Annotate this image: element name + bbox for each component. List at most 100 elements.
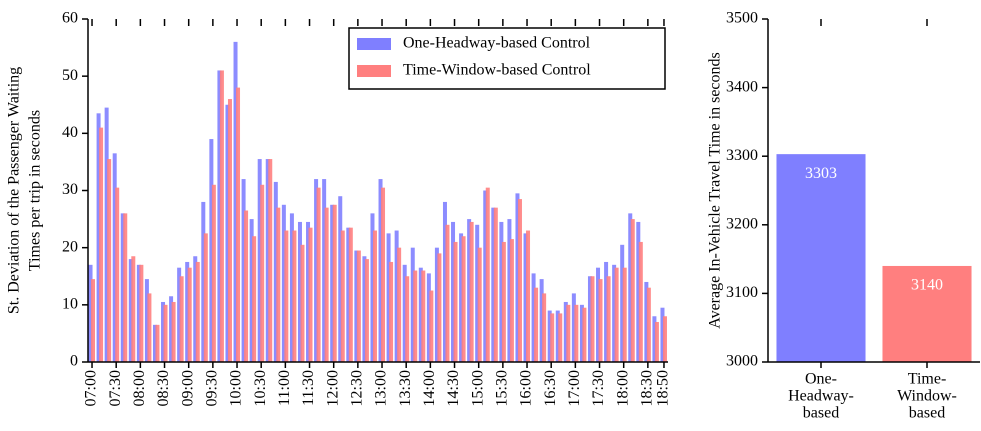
bar [104, 107, 109, 362]
bar [539, 279, 544, 362]
bar [776, 154, 866, 362]
bar [131, 256, 136, 362]
bar [453, 241, 458, 362]
bar [451, 221, 456, 362]
bar [555, 310, 560, 362]
bar [233, 41, 238, 362]
bar [316, 187, 321, 362]
bar [662, 316, 667, 362]
bar [426, 273, 431, 362]
bar [115, 187, 120, 362]
y-tick-label: 50 [62, 67, 78, 84]
y-tick-label: 3400 [726, 78, 758, 95]
bar [652, 316, 657, 362]
bar [485, 187, 490, 362]
x-tick-label: 13:00 [373, 370, 390, 406]
x-tick-label: 12:00 [324, 370, 341, 406]
bar [289, 213, 294, 362]
bar [418, 267, 423, 362]
bar [120, 213, 125, 362]
bar [112, 153, 117, 362]
bar [475, 224, 480, 362]
x-tick-label: 07:30 [107, 370, 124, 406]
x-tick-label: 10:30 [252, 370, 269, 406]
legend-swatch [357, 38, 391, 50]
bar [397, 247, 402, 362]
bar [171, 301, 176, 362]
bar [88, 264, 93, 362]
x-tick-label: 17:00 [566, 370, 583, 406]
bar [185, 261, 190, 362]
bar [499, 221, 504, 362]
x-tick-label: 16:00 [518, 370, 535, 406]
x-tick-label: 11:30 [300, 370, 317, 406]
bar [99, 127, 104, 362]
bar [515, 193, 520, 362]
bar [330, 204, 335, 362]
bar [300, 244, 305, 362]
y-axis-label: Average In-Vehicle Travel Time in second… [707, 52, 724, 329]
bar [493, 207, 498, 362]
x-tick-label: 15:00 [469, 370, 486, 406]
x-tick-label: 15:30 [494, 370, 511, 406]
bar [531, 273, 536, 362]
bar [574, 304, 579, 362]
bar [136, 264, 141, 362]
bar [370, 213, 375, 362]
x-tick-label: 14:00 [421, 370, 438, 406]
bar [297, 221, 302, 362]
bar [429, 290, 434, 362]
bar [582, 307, 587, 362]
bar [372, 230, 377, 362]
x-tick-label: 16:30 [542, 370, 559, 406]
bar [461, 236, 466, 362]
bar [614, 267, 619, 362]
y-tick-label: 60 [62, 10, 78, 27]
bar [628, 213, 633, 362]
legend-box [348, 27, 666, 90]
bar [437, 253, 442, 362]
bar [161, 301, 166, 362]
bar [646, 287, 651, 362]
bar [459, 233, 464, 362]
bar [413, 270, 418, 362]
bar [249, 219, 254, 362]
bar [421, 270, 426, 362]
bar [606, 276, 611, 362]
bar [187, 267, 192, 362]
bar [362, 256, 367, 362]
bar [314, 179, 319, 362]
bar [292, 230, 297, 362]
bar [558, 313, 563, 362]
bar [644, 281, 649, 362]
bar [509, 239, 514, 362]
bar [604, 261, 609, 362]
value-label: 3140 [911, 277, 943, 294]
y-tick-label: 3300 [726, 147, 758, 164]
bar [469, 221, 474, 362]
bar [550, 313, 555, 362]
bar [322, 179, 327, 362]
bar [155, 324, 160, 362]
bar [356, 250, 361, 362]
bar [96, 113, 101, 362]
x-tick-label: based [803, 405, 839, 422]
x-tick-label: 14:30 [445, 370, 462, 406]
bar [596, 267, 601, 362]
bar [177, 267, 182, 362]
bar [378, 179, 383, 362]
bar [590, 276, 595, 362]
legend-swatch [357, 65, 391, 77]
y-tick-label: 30 [62, 181, 78, 198]
bar [227, 99, 232, 363]
bar [405, 276, 410, 362]
y-tick-label: 10 [62, 296, 78, 313]
x-tick-label: based [909, 405, 945, 422]
legend-label: Time-Window-based Control [403, 62, 591, 79]
bar [598, 279, 603, 362]
bar [547, 310, 552, 362]
bar [281, 204, 286, 362]
bar [338, 196, 343, 362]
bar [354, 250, 359, 362]
bar [284, 230, 289, 362]
